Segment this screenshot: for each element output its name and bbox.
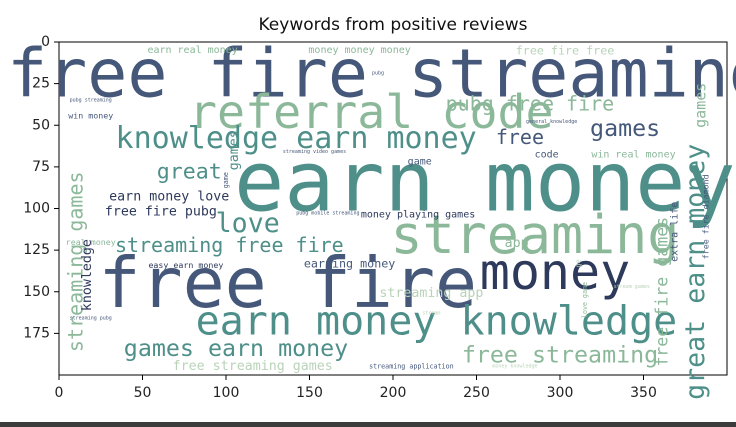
cloud-word-48: love game (581, 282, 589, 318)
cloud-word-24: game (408, 156, 432, 167)
cloud-word-16: earn money love (109, 189, 229, 204)
cloud-word-37: free streaming games (173, 359, 333, 374)
cloud-word-11: great (157, 159, 222, 184)
cloud-word-4: money (480, 243, 631, 301)
y-tick-label-125: 125 (23, 242, 50, 258)
cloud-word-44: great earn money (680, 144, 711, 400)
x-tick-label-250: 250 (463, 385, 490, 401)
cloud-word-34: pubg mobile streaming (296, 210, 359, 216)
cloud-word-43: games (227, 130, 242, 170)
chart-title: Keywords from positive reviews (259, 15, 528, 35)
cloud-word-9: games (590, 115, 660, 142)
cloud-word-8: pubg free fire (446, 92, 615, 116)
cloud-word-17: free fire pubg (105, 204, 217, 219)
cloud-word-35: real money (66, 237, 116, 247)
cloud-word-47: free fire diamond (700, 174, 710, 259)
cloud-word-10: free (496, 125, 544, 149)
cloud-word-29: win money (68, 110, 113, 120)
cloud-word-21: streaming app (379, 286, 483, 301)
cloud-word-3: streaming (391, 204, 680, 266)
x-tick-label-100: 100 (213, 385, 240, 401)
footer-divider (0, 422, 736, 427)
cloud-word-40: stream (422, 310, 440, 316)
cloud-word-5: referral code (189, 85, 554, 139)
cloud-word-45: free fire games (652, 217, 671, 367)
cloud-word-46: extra life (670, 202, 681, 262)
x-tick-label-300: 300 (547, 385, 574, 401)
x-tick-label-200: 200 (380, 385, 407, 401)
cloud-word-7: knowledge earn money (116, 121, 477, 156)
cloud-word-38: streaming application (369, 363, 454, 371)
cloud-word-33: streaming video games (283, 149, 346, 155)
plot-area (58, 41, 728, 376)
cloud-word-1: earn money (234, 133, 736, 230)
x-tick-label-50: 50 (134, 385, 152, 401)
cloud-word-42: knowledge (80, 239, 95, 311)
cloud-word-36: streaming pubg (70, 315, 112, 321)
cloud-word-20: money playing games (361, 210, 475, 221)
y-tick-label-150: 150 (23, 284, 50, 300)
cloud-word-31: pubg (372, 71, 384, 77)
cloud-word-51: ge (574, 259, 582, 267)
x-tick-label-150: 150 (296, 385, 323, 401)
cloud-word-18: easy earn money (148, 260, 223, 270)
cloud-word-6: earn money knowledge (196, 299, 678, 345)
y-tick-label-75: 75 (32, 159, 50, 175)
cloud-word-50: stream games (614, 284, 650, 290)
cloud-word-19: earning money (304, 256, 395, 270)
cloud-word-39: money knowledge (492, 364, 537, 370)
cloud-word-13: streaming free fire (115, 233, 344, 257)
x-tick-label-350: 350 (630, 385, 657, 401)
cloud-word-15: free streaming (462, 342, 658, 369)
cloud-word-12: love (216, 208, 280, 239)
cloud-word-25: win real money (591, 150, 675, 161)
cloud-word-32: general knowledge (526, 119, 577, 125)
y-axis: 0 25 50 75 100 125 150 175 (23, 34, 59, 341)
cloud-word-2: free fire (98, 243, 477, 324)
cloud-word-27: money money money (308, 45, 410, 56)
y-tick-label-25: 25 (32, 76, 50, 92)
cloud-word-41: streaming games (64, 171, 88, 352)
x-axis: 0 50 100 150 200 250 300 350 (55, 375, 657, 401)
cloud-word-28: free fire free (516, 43, 615, 57)
cloud-word-22: app (505, 236, 529, 251)
cloud-word-30: pubg streaming (70, 97, 112, 103)
x-tick-label-0: 0 (55, 385, 64, 401)
cloud-word-14: games earn money (124, 335, 348, 362)
y-tick-label-100: 100 (23, 201, 50, 217)
y-tick-label-175: 175 (23, 325, 50, 341)
cloud-word-26: earn real money (147, 45, 237, 56)
cloud-word-0: free fire streaming (7, 35, 736, 113)
y-tick-label-0: 0 (41, 34, 50, 50)
cloud-word-49: games (691, 83, 709, 128)
cloud-word-23: code (535, 150, 559, 161)
y-tick-label-50: 50 (32, 117, 50, 133)
cloud-word-52: game (222, 172, 230, 188)
